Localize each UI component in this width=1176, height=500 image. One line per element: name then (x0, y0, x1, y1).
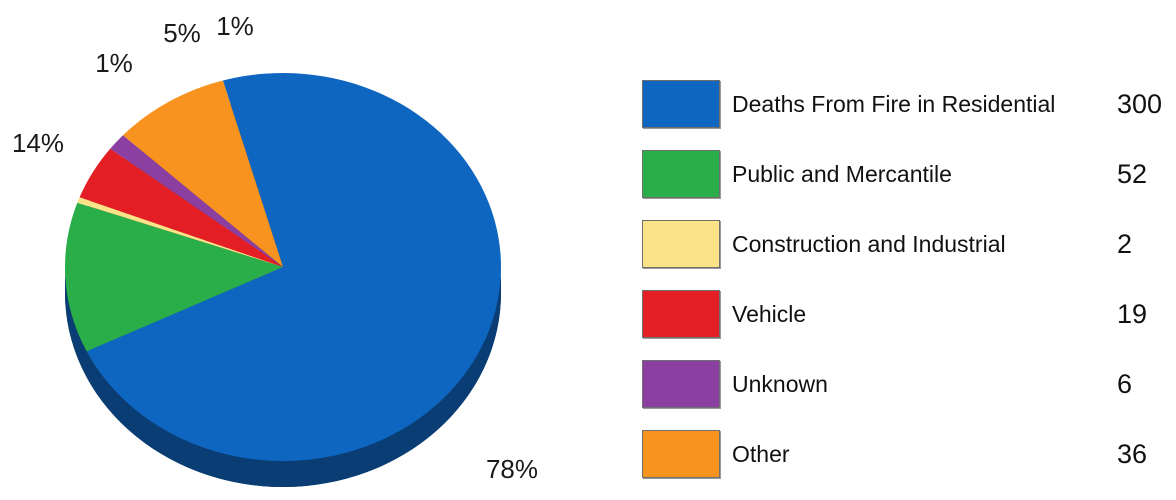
legend-swatch (642, 430, 720, 478)
legend-swatch (642, 290, 720, 338)
legend-item-other: Other 36 (640, 430, 1176, 480)
pie-slice-vehicle (79, 148, 283, 267)
legend-value: 300 (1117, 89, 1163, 119)
pie-slice-unknown (110, 135, 283, 267)
legend-swatch (642, 220, 720, 268)
pie-chart: 78% 14% 1% 5% 1% (12, 11, 538, 488)
legend-label: Deaths From Fire in Residential (732, 91, 1056, 117)
pie-slices (64, 73, 501, 462)
legend-label: Vehicle (732, 301, 807, 327)
pie-slice-construction-and-industrial (77, 197, 283, 267)
pie-slice-other (122, 80, 283, 268)
legend: Deaths From Fire in Residential 300 Publ… (640, 80, 1176, 500)
legend-item-vehicle: Vehicle 19 (640, 290, 1176, 340)
pie-slice-deaths-from-fire-in-residential (86, 73, 501, 462)
legend-swatch (642, 150, 720, 198)
legend-value: 19 (1117, 299, 1148, 329)
legend-item-construction-industrial: Construction and Industrial 2 (640, 220, 1176, 270)
pie-label-vehicle: 5% (163, 18, 201, 48)
legend-label: Construction and Industrial (732, 231, 1006, 257)
pie-labels: 78% 14% 1% 5% 1% (12, 11, 538, 484)
legend-swatch (642, 80, 720, 128)
pie-label-public-and-mercantile: 14% (12, 128, 64, 158)
pie-label-unknown: 1% (216, 11, 254, 41)
legend-label: Unknown (732, 371, 828, 397)
legend-swatch (642, 360, 720, 408)
legend-value: 6 (1117, 369, 1133, 399)
pie-label-deaths-from-fire-in-residential: 78% (486, 454, 538, 484)
legend-value: 52 (1117, 159, 1148, 189)
pie-label-construction-and-industrial: 1% (95, 48, 133, 78)
legend-item-residential: Deaths From Fire in Residential 300 (640, 80, 1176, 130)
pie-slice-public-and-mercantile (64, 202, 283, 352)
legend-item-public-mercantile: Public and Mercantile 52 (640, 150, 1176, 200)
legend-label: Other (732, 441, 790, 467)
legend-value: 36 (1117, 439, 1148, 469)
legend-item-unknown: Unknown 6 (640, 360, 1176, 410)
legend-label: Public and Mercantile (732, 161, 952, 187)
legend-value: 2 (1117, 229, 1133, 259)
